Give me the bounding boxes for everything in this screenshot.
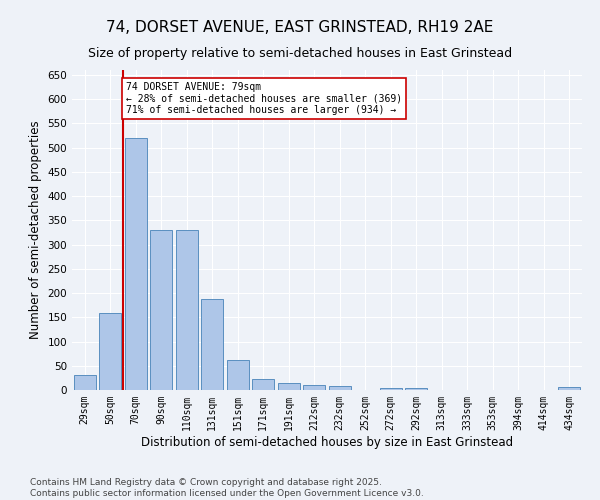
Bar [278, 383, 299, 390]
Bar [125, 138, 146, 390]
Bar [304, 384, 325, 390]
Bar [559, 387, 580, 390]
Bar [406, 388, 427, 390]
X-axis label: Distribution of semi-detached houses by size in East Grinstead: Distribution of semi-detached houses by … [141, 436, 513, 448]
Bar [253, 380, 274, 390]
Y-axis label: Number of semi-detached properties: Number of semi-detached properties [29, 120, 42, 340]
Bar [329, 386, 350, 390]
Bar [202, 299, 223, 390]
Text: Contains HM Land Registry data © Crown copyright and database right 2025.
Contai: Contains HM Land Registry data © Crown c… [30, 478, 424, 498]
Bar [74, 376, 95, 390]
Text: 74, DORSET AVENUE, EAST GRINSTEAD, RH19 2AE: 74, DORSET AVENUE, EAST GRINSTEAD, RH19 … [106, 20, 494, 35]
Bar [100, 314, 121, 390]
Bar [151, 230, 172, 390]
Text: 74 DORSET AVENUE: 79sqm
← 28% of semi-detached houses are smaller (369)
71% of s: 74 DORSET AVENUE: 79sqm ← 28% of semi-de… [125, 82, 401, 116]
Bar [176, 230, 197, 390]
Bar [380, 388, 401, 390]
Text: Size of property relative to semi-detached houses in East Grinstead: Size of property relative to semi-detach… [88, 48, 512, 60]
Bar [227, 360, 248, 390]
